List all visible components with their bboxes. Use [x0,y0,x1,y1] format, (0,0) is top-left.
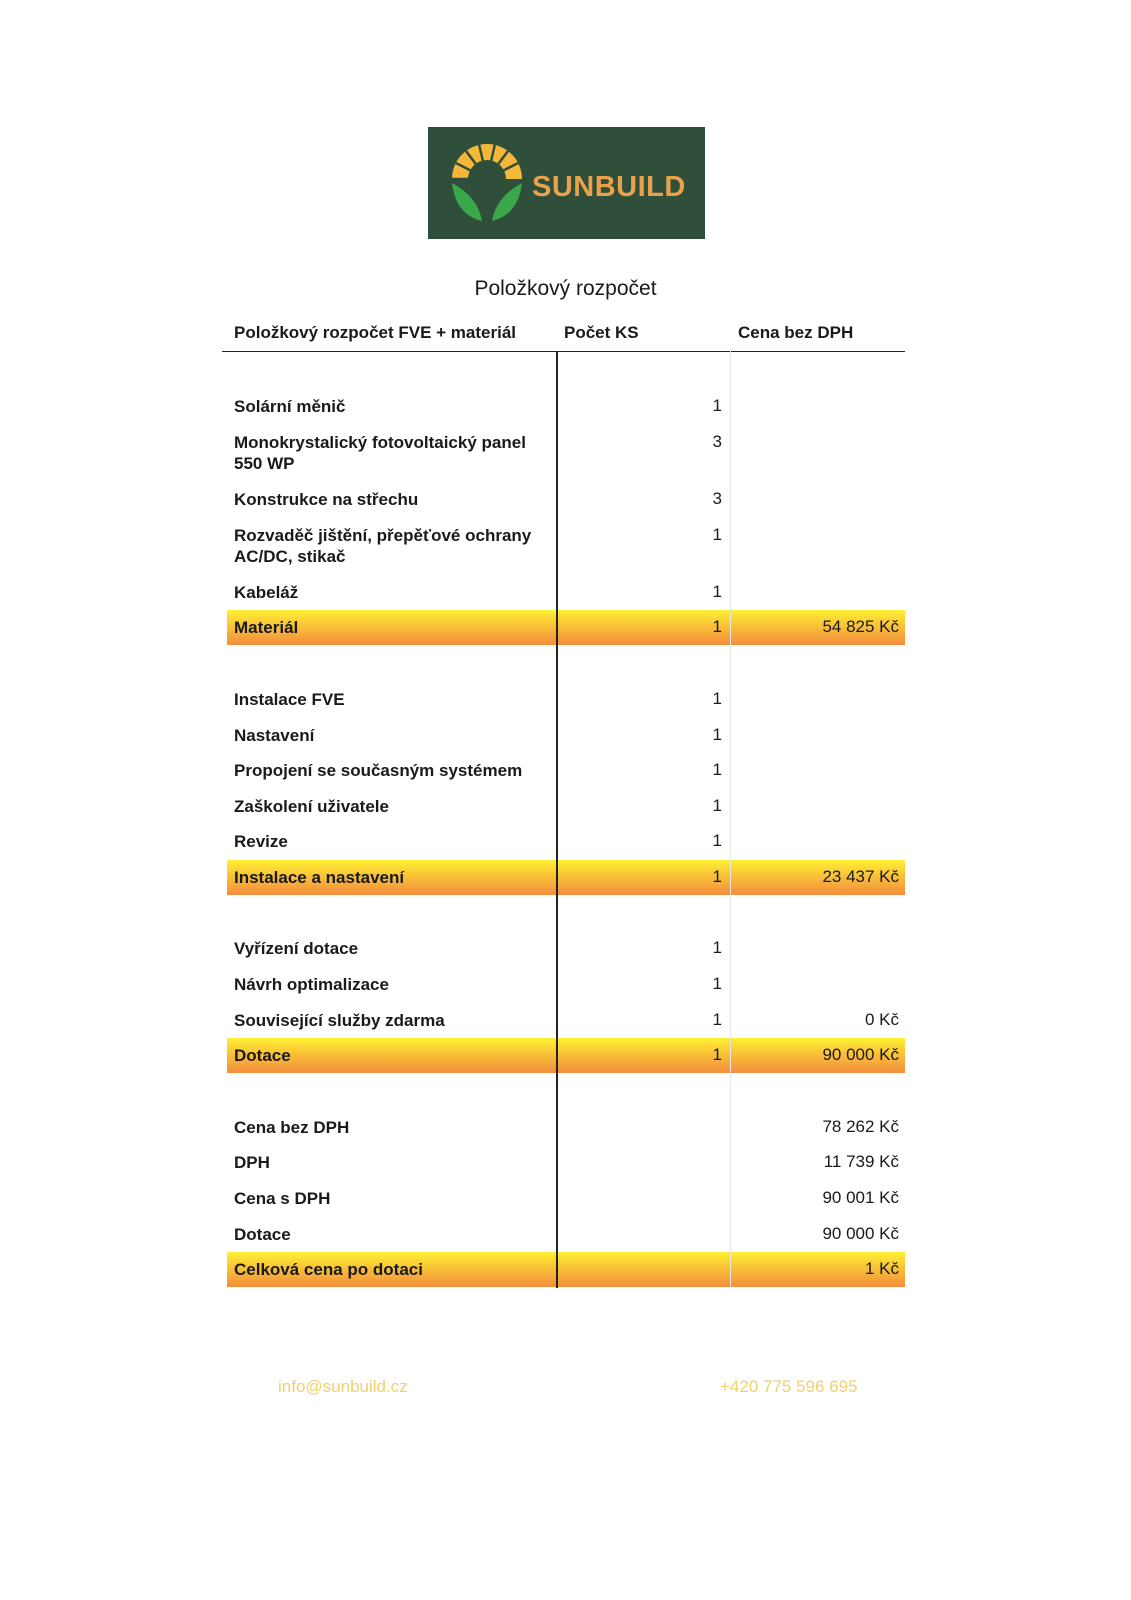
item-price: 78 262 Kč [822,1117,899,1136]
item-label: Materiál [234,618,299,637]
item-label: Celková cena po dotaci [234,1260,423,1279]
item-qty: 1 [712,938,722,957]
item-qty: 1 [712,796,722,815]
item-qty: 1 [712,831,722,850]
footer-email[interactable]: info@sunbuild.cz [278,1377,408,1396]
item-label: Související služby zdarma [234,1011,445,1030]
page-title: Položkový rozpočet [474,277,657,300]
header-divider [222,351,905,352]
item-label: Dotace [234,1225,291,1244]
item-label: Návrh optimalizace [234,975,389,994]
item-qty: 1 [712,396,722,415]
item-qty: 1 [712,1045,722,1064]
item-price: 90 000 Kč [822,1045,899,1064]
item-label: Monokrystalický fotovoltaický panel 550 … [234,433,526,473]
item-qty: 3 [712,432,722,451]
item-label: DPH [234,1153,270,1172]
item-label: Revize [234,832,288,851]
item-price: 90 001 Kč [822,1188,899,1207]
item-label: Cena bez DPH [234,1118,350,1137]
item-price: 54 825 Kč [822,617,899,636]
item-qty: 1 [712,689,722,708]
subtotal-row: Celková cena po dotaci 1 Kč [227,1252,905,1287]
item-label: Propojení se současným systémem [234,761,523,780]
footer-phone: +420 775 596 695 [720,1377,858,1396]
header-price: Cena bez DPH [738,323,854,342]
item-qty: 1 [712,617,722,636]
item-label: Kabeláž [234,583,299,602]
item-qty: 1 [712,974,722,993]
item-label: Solární měnič [234,397,346,416]
item-label: Zaškolení uživatele [234,797,389,816]
item-price: 0 Kč [864,1010,899,1029]
item-label: Konstrukce na střechu [234,490,419,509]
item-label: Nastavení [234,726,315,745]
item-label: Rozvaděč jištění, přepěťové ochrany AC/D… [234,526,532,566]
header-item: Položkový rozpočet FVE + materiál [234,323,517,342]
column-divider [730,351,731,1288]
item-price: 1 Kč [864,1259,899,1278]
item-qty: 1 [712,725,722,744]
item-qty: 1 [712,582,722,601]
item-qty: 1 [712,867,722,886]
item-label: Instalace FVE [234,690,345,709]
sun-leaf-icon [452,143,522,221]
logo-text: SUNBUILD [532,171,686,203]
subtotal-row: Materiál 1 54 825 Kč [227,610,905,645]
sunbuild-logo: SUNBUILD [428,127,705,239]
item-label: Instalace a nastavení [234,868,405,887]
column-divider [556,351,558,1288]
item-qty: 1 [712,525,722,544]
item-price: 11 739 Kč [823,1152,899,1171]
header-qty: Počet KS [564,323,639,342]
item-price: 90 000 Kč [822,1224,899,1243]
item-label: Dotace [234,1046,291,1065]
subtotal-row: Dotace 1 90 000 Kč [227,1038,905,1073]
item-qty: 3 [712,489,722,508]
item-label: Cena s DPH [234,1189,331,1208]
item-qty: 1 [712,760,722,779]
item-price: 23 437 Kč [822,867,899,886]
item-label: Vyřízení dotace [234,939,359,958]
subtotal-row: Instalace a nastavení 1 23 437 Kč [227,860,905,895]
item-qty: 1 [712,1010,722,1029]
